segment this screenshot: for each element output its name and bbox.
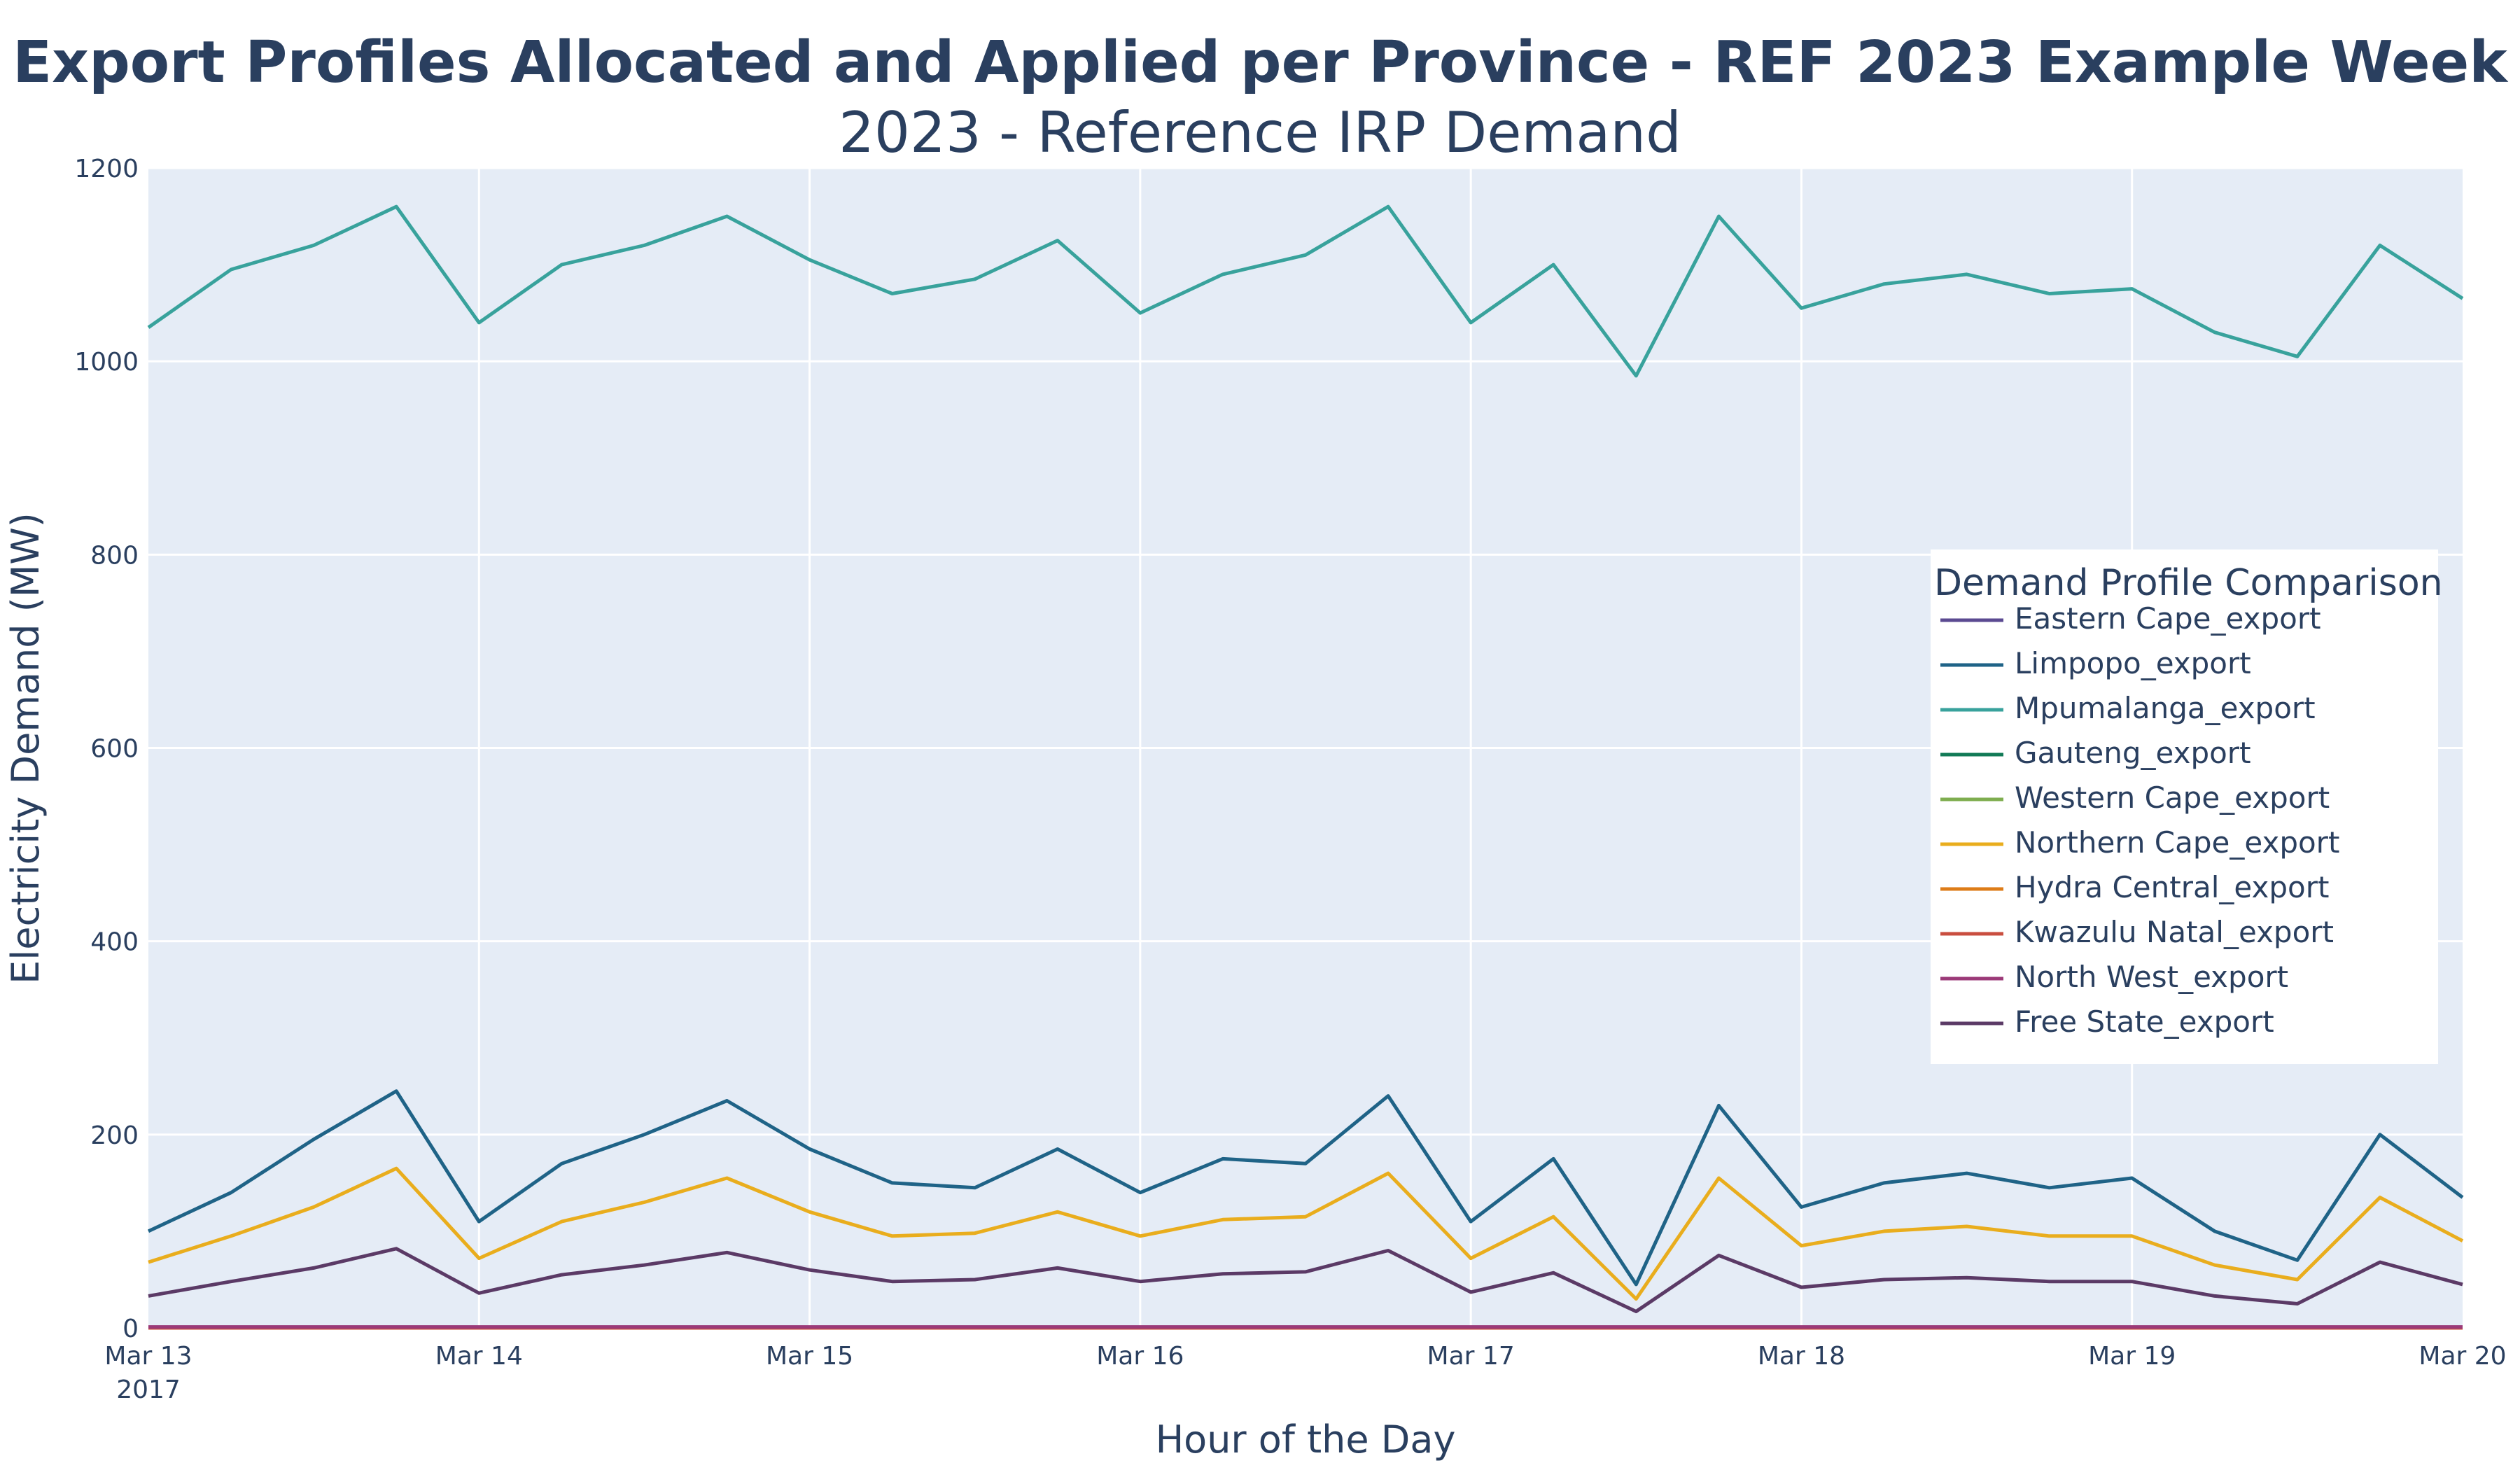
legend-label-eastern-cape-export: Eastern Cape_export <box>2015 601 2321 636</box>
legend: Demand Profile Comparison Eastern Cape_e… <box>1931 550 2443 1064</box>
legend-label-free-state-export: Free State_export <box>2015 1004 2274 1039</box>
y-tick-label: 400 <box>90 928 139 957</box>
y-axis-ticks: 0 200 400 600 800 1000 1200 <box>74 155 139 1343</box>
x-axis-ticks: Mar 13 2017 Mar 14 Mar 15 Mar 16 Mar 17 Mar 18… <box>104 1342 2506 1404</box>
y-tick-label: 200 <box>90 1121 139 1150</box>
x-tick-label: Mar 15 <box>766 1342 853 1371</box>
y-axis-title: Electricity Demand (MW) <box>4 512 48 984</box>
legend-items: Eastern Cape_export Limpopo_export Mpumala… <box>1940 601 2339 1039</box>
x-tick-label: Mar 19 <box>2088 1342 2176 1371</box>
series-line-mpumalanga-export <box>147 204 2464 378</box>
legend-label-western-cape-export: Western Cape_export <box>2015 780 2330 815</box>
x-tick-label: Mar 14 <box>435 1342 523 1371</box>
x-tick-year-label: 2017 <box>116 1376 181 1404</box>
legend-label-gauteng-export: Gauteng_export <box>2015 736 2251 770</box>
legend-label-hydra-central-export: Hydra Central_export <box>2015 870 2329 904</box>
chart-title: Export Profiles Allocated and Applied pe… <box>13 29 2507 96</box>
chart-title-block: Export Profiles Allocated and Applied pe… <box>0 28 2520 168</box>
series-line-limpopo-export <box>147 1089 2464 1287</box>
legend-title: Demand Profile Comparison <box>1934 562 2443 604</box>
legend-label-limpopo-export: Limpopo_export <box>2015 646 2251 680</box>
legend-label-mpumalanga-export: Mpumalanga_export <box>2015 691 2316 725</box>
series-line-free-state-export <box>148 1247 2463 1313</box>
x-tick-label: Mar 18 <box>1758 1342 1845 1371</box>
x-tick-label: Mar 16 <box>1096 1342 1184 1371</box>
y-tick-label: 0 <box>122 1315 139 1343</box>
series-line-northern-cape-export <box>148 1166 2464 1301</box>
y-tick-label: 600 <box>90 735 139 764</box>
x-axis-title: Hour of the Day <box>1156 1418 1456 1462</box>
y-tick-label: 800 <box>90 541 139 570</box>
legend-label-north-west-export: North West_export <box>2015 960 2288 994</box>
x-tick-label: Mar 20 <box>2418 1342 2506 1371</box>
x-tick-label: Mar 17 <box>1427 1342 1515 1371</box>
legend-label-kwazulu-natal-export: Kwazulu Natal_export <box>2015 915 2334 949</box>
y-tick-label: 1000 <box>74 348 139 377</box>
chart-subtitle: 2023 - Reference IRP Demand <box>839 100 1681 165</box>
series-lines <box>147 204 2464 1330</box>
legend-box <box>1931 550 2438 1064</box>
x-tick-label: Mar 13 <box>104 1342 192 1371</box>
y-tick-label: 1200 <box>74 155 139 183</box>
legend-label-northern-cape-export: Northern Cape_export <box>2015 825 2339 860</box>
